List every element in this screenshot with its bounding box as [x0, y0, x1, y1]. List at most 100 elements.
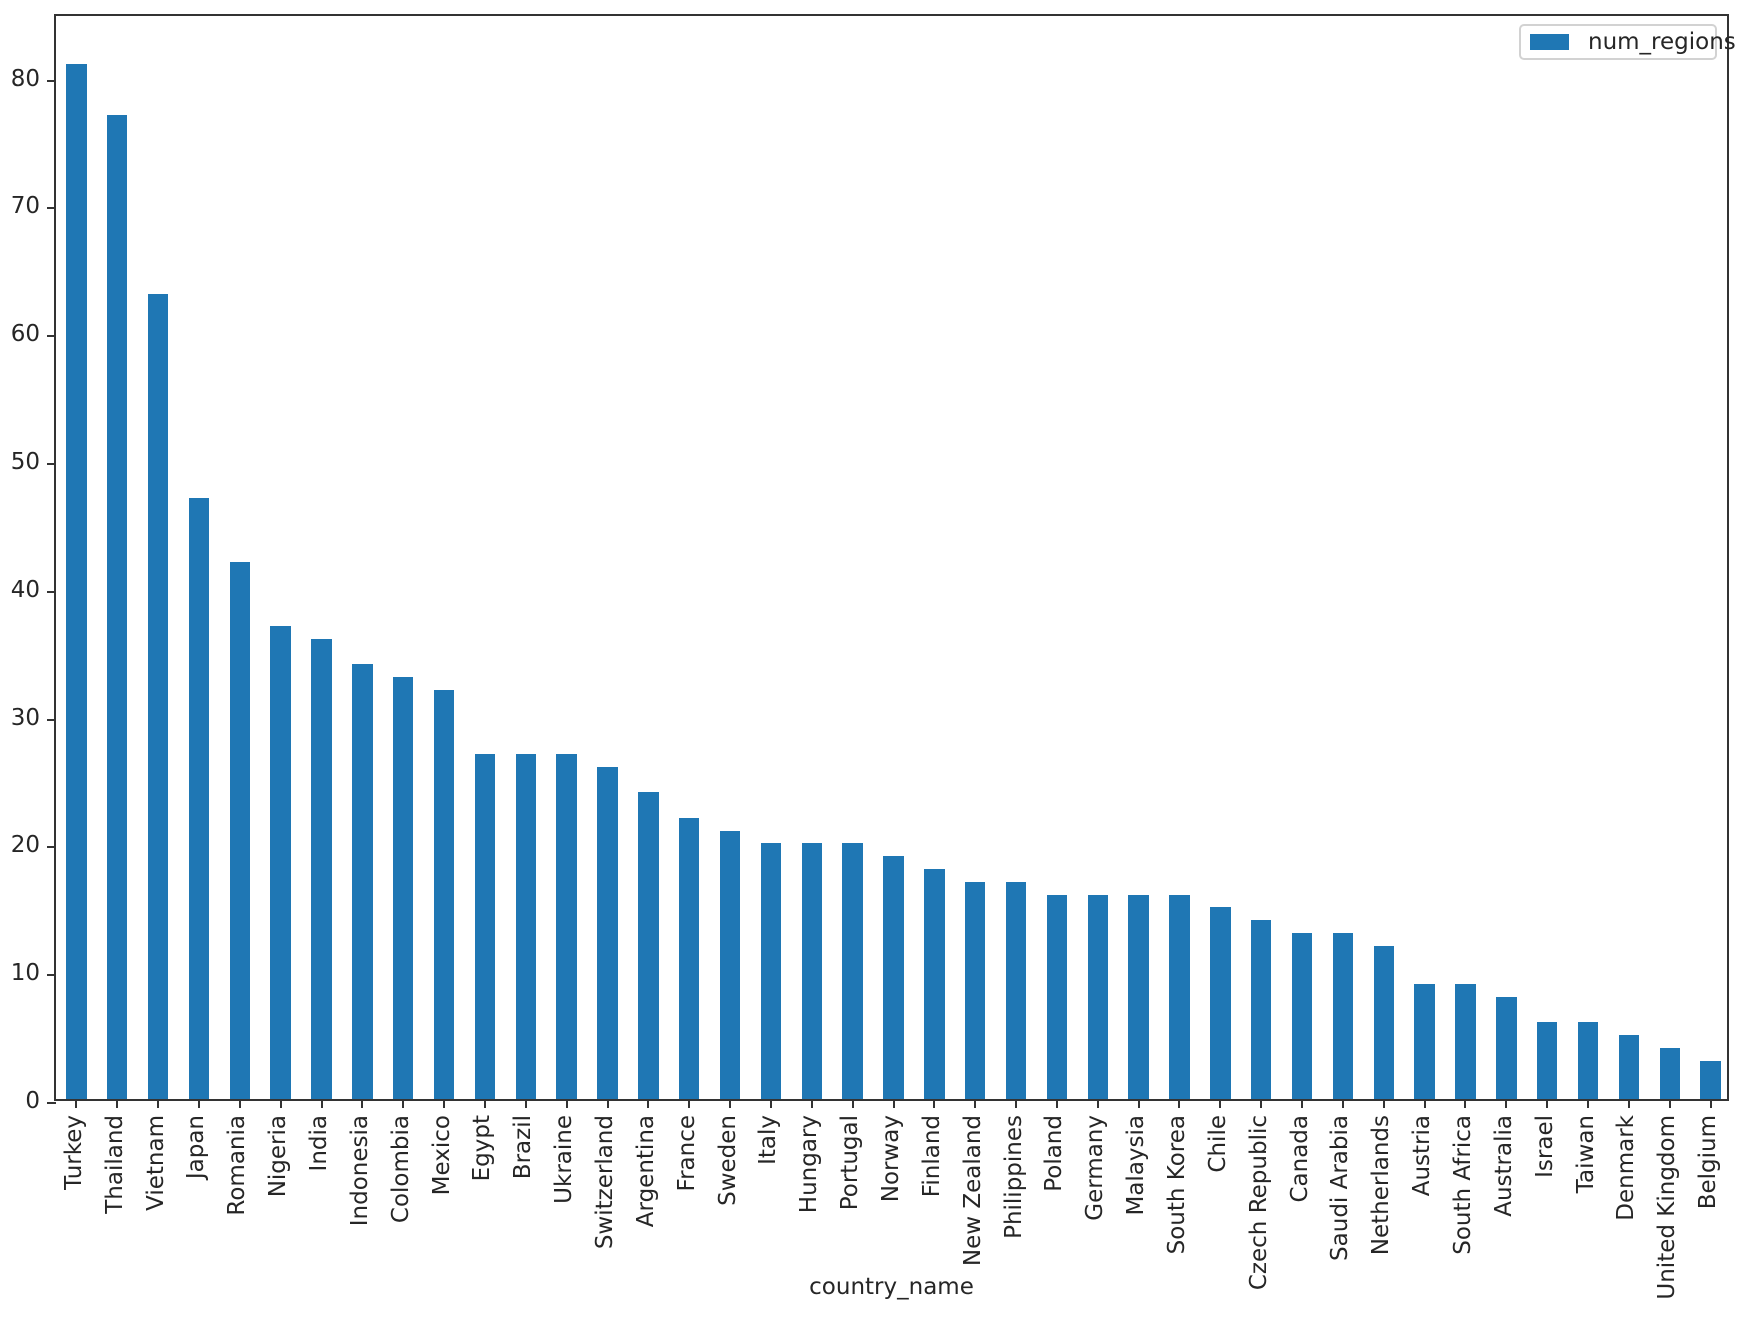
x-tick-label: Nigeria — [265, 1115, 292, 1198]
x-tick-label: South Africa — [1449, 1115, 1476, 1255]
x-tick — [483, 1099, 486, 1108]
bar — [188, 498, 210, 1099]
x-tick — [1546, 1099, 1549, 1108]
x-tick-label: Australia — [1490, 1115, 1517, 1217]
x-tick — [1055, 1099, 1058, 1108]
x-tick — [769, 1099, 772, 1108]
bar — [1332, 932, 1354, 1099]
x-tick-label: Poland — [1041, 1115, 1068, 1192]
bar — [719, 830, 741, 1099]
bar — [1455, 983, 1476, 1099]
bar — [1087, 894, 1108, 1099]
x-tick — [1341, 1099, 1344, 1108]
x-tick-label: Czech Republic — [1245, 1115, 1272, 1291]
bar — [597, 766, 618, 1099]
x-tick — [1137, 1099, 1140, 1108]
bar — [229, 562, 251, 1099]
x-tick — [157, 1099, 160, 1108]
bar — [311, 638, 332, 1099]
x-tick — [279, 1099, 282, 1108]
bar — [1577, 1022, 1599, 1099]
x-tick — [238, 1099, 241, 1108]
bar — [883, 856, 904, 1099]
x-tick — [1219, 1099, 1222, 1108]
bar — [964, 881, 986, 1099]
bar — [66, 63, 87, 1099]
x-tick-label: Austria — [1409, 1115, 1436, 1197]
legend: num_regions — [1519, 24, 1736, 60]
x-tick-label: Norway — [878, 1115, 904, 1203]
x-tick-label: Portugal — [837, 1115, 864, 1211]
x-tick-label: Malaysia — [1123, 1115, 1150, 1216]
bar — [1659, 1047, 1680, 1099]
y-tick-label: 80 — [10, 65, 40, 92]
x-tick — [361, 1099, 364, 1108]
x-tick-label: Denmark — [1613, 1115, 1640, 1221]
y-tick-label: 60 — [10, 321, 40, 348]
legend-label: num_regions — [1588, 29, 1736, 55]
bar — [1496, 996, 1517, 1099]
x-tick — [524, 1099, 527, 1108]
y-tick-label: 0 — [25, 1088, 40, 1114]
bar — [1618, 1035, 1640, 1099]
bar — [352, 664, 373, 1099]
bar — [801, 843, 822, 1099]
x-tick-label: Philippines — [1000, 1115, 1027, 1239]
bar — [515, 753, 537, 1099]
bar — [842, 843, 863, 1099]
x-tick-label: Canada — [1286, 1115, 1313, 1203]
plot-area — [47, 14, 1729, 1108]
y-tick-label: 20 — [10, 832, 40, 859]
y-tick-label: 30 — [10, 704, 40, 731]
y-tick — [47, 79, 56, 82]
y-tick-label: 70 — [10, 193, 40, 220]
x-tick-label: United Kingdom — [1654, 1115, 1681, 1300]
bar — [1169, 894, 1190, 1099]
x-tick — [933, 1099, 936, 1108]
x-tick-label: Brazil — [510, 1115, 537, 1180]
x-tick — [1260, 1099, 1263, 1108]
x-axis-title: country_name — [809, 1274, 974, 1300]
x-tick-label: India — [306, 1115, 333, 1172]
x-tick-label: Saudi Arabia — [1327, 1115, 1354, 1261]
x-tick — [1178, 1099, 1181, 1108]
bar — [1373, 945, 1394, 1099]
x-tick-label: Vietnam — [142, 1115, 169, 1211]
x-tick-label: Finland — [918, 1115, 945, 1198]
y-tick — [47, 462, 56, 465]
x-tick — [197, 1099, 200, 1108]
x-tick-label: Argentina — [632, 1115, 659, 1228]
x-tick-label: Netherlands — [1368, 1115, 1395, 1256]
x-tick-label: Belgium — [1695, 1115, 1722, 1210]
x-tick-label: Switzerland — [592, 1115, 619, 1250]
x-tick-label: Egypt — [469, 1115, 496, 1182]
x-tick-label: Colombia — [387, 1115, 414, 1224]
x-tick-label: Ukraine — [551, 1115, 578, 1204]
x-tick — [974, 1099, 977, 1108]
x-tick-label: Thailand — [101, 1115, 128, 1214]
x-tick-label: Italy — [755, 1115, 782, 1165]
x-tick — [1587, 1099, 1589, 1108]
x-tick-label: Mexico — [428, 1115, 455, 1196]
x-tick — [116, 1099, 119, 1108]
x-tick — [402, 1099, 405, 1108]
x-tick — [606, 1099, 609, 1108]
y-tick-label: 10 — [10, 960, 40, 987]
x-tick — [892, 1099, 895, 1108]
bar — [393, 677, 414, 1099]
x-tick-label: Israel — [1531, 1115, 1558, 1178]
x-tick — [1709, 1099, 1712, 1108]
x-tick — [647, 1099, 650, 1108]
bar — [924, 868, 945, 1099]
bar — [107, 114, 128, 1099]
y-tick-label: 50 — [10, 448, 40, 475]
x-tick-label: Turkey — [60, 1115, 87, 1190]
x-tick-label: Taiwan — [1572, 1115, 1599, 1194]
x-tick-label: Japan — [183, 1115, 210, 1180]
bar — [1250, 920, 1272, 1099]
x-tick-label: Germany — [1082, 1115, 1109, 1221]
x-tick — [565, 1099, 568, 1108]
x-tick-label: Romania — [224, 1115, 251, 1216]
bar — [556, 753, 577, 1099]
